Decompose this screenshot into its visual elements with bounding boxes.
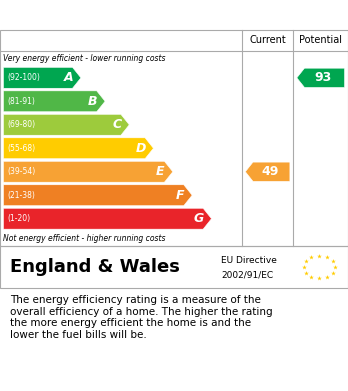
Polygon shape: [245, 162, 290, 181]
Text: 2002/91/EC: 2002/91/EC: [221, 271, 273, 280]
Text: EU Directive: EU Directive: [221, 256, 277, 265]
Text: B: B: [88, 95, 97, 108]
Text: The energy efficiency rating is a measure of the
overall efficiency of a home. T: The energy efficiency rating is a measur…: [10, 295, 273, 340]
Polygon shape: [3, 161, 173, 182]
Text: (69-80): (69-80): [7, 120, 35, 129]
Polygon shape: [297, 68, 345, 88]
Text: (81-91): (81-91): [7, 97, 35, 106]
Text: G: G: [194, 212, 204, 225]
Text: E: E: [156, 165, 165, 178]
Text: A: A: [64, 71, 73, 84]
Text: Very energy efficient - lower running costs: Very energy efficient - lower running co…: [3, 54, 166, 63]
Text: C: C: [112, 118, 121, 131]
Text: (55-68): (55-68): [7, 144, 35, 153]
Text: (92-100): (92-100): [7, 74, 40, 83]
Text: 93: 93: [314, 71, 332, 84]
Polygon shape: [3, 208, 212, 229]
Text: (21-38): (21-38): [7, 191, 35, 200]
Text: (1-20): (1-20): [7, 214, 30, 223]
Text: Energy Efficiency Rating: Energy Efficiency Rating: [9, 8, 200, 22]
Polygon shape: [3, 91, 105, 112]
Text: (39-54): (39-54): [7, 167, 35, 176]
Text: England & Wales: England & Wales: [10, 258, 180, 276]
Polygon shape: [3, 138, 153, 159]
Polygon shape: [3, 67, 81, 88]
Text: Not energy efficient - higher running costs: Not energy efficient - higher running co…: [3, 234, 166, 243]
Polygon shape: [3, 114, 129, 135]
Text: 49: 49: [261, 165, 279, 178]
Text: Current: Current: [249, 35, 286, 45]
Polygon shape: [3, 185, 192, 206]
Text: D: D: [136, 142, 146, 155]
Text: Potential: Potential: [299, 35, 342, 45]
Text: F: F: [175, 189, 184, 202]
